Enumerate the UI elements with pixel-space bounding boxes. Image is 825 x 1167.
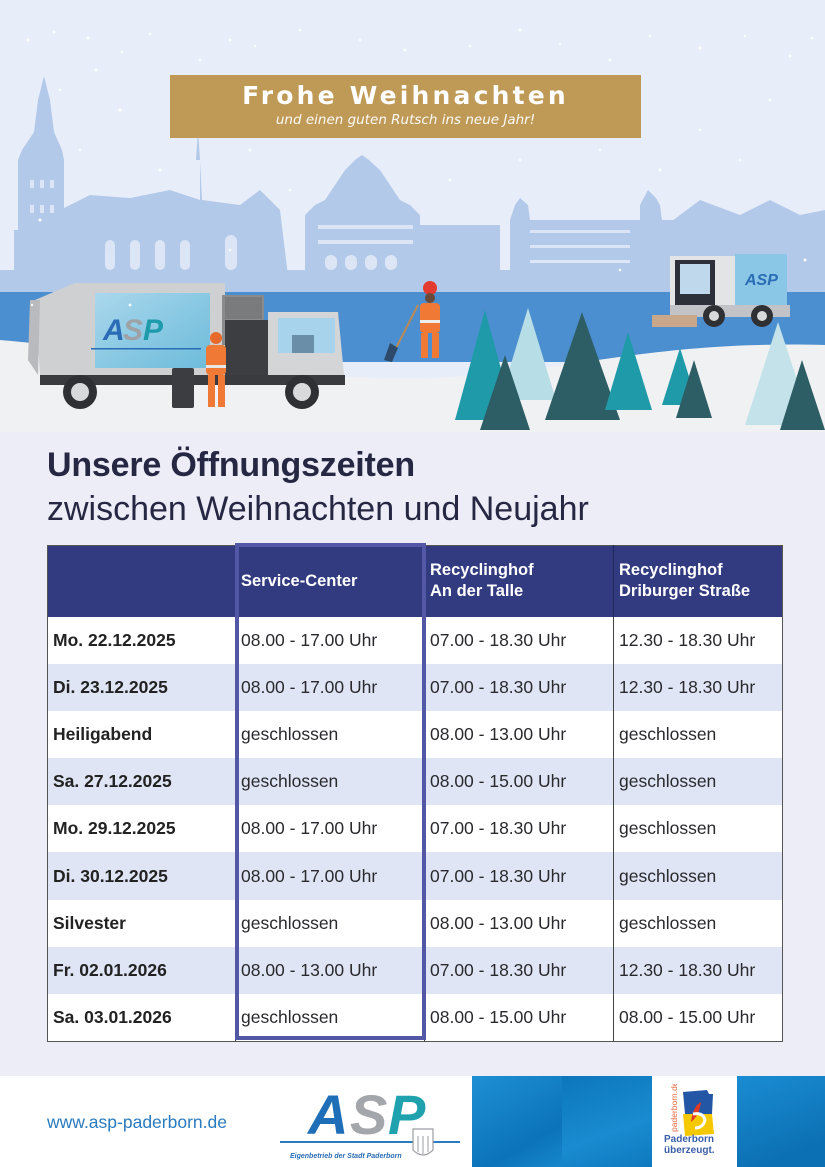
- svg-text:S: S: [123, 314, 143, 347]
- opening-hours-table: Service-Center Recyclinghof An der Talle…: [47, 545, 783, 1042]
- cell-service-center: 08.00 - 17.00 Uhr: [235, 663, 425, 711]
- table-row: Silvester geschlossen 08.00 - 13.00 Uhr …: [47, 899, 783, 947]
- table-row: Di. 30.12.2025 08.00 - 17.00 Uhr 07.00 -…: [47, 852, 783, 900]
- cell-driburger-strasse: geschlossen: [613, 758, 783, 806]
- cell-an-der-talle: 08.00 - 13.00 Uhr: [424, 710, 614, 759]
- header-day: [47, 545, 236, 617]
- blue-tile: [562, 1076, 652, 1167]
- cell-day: Silvester: [47, 899, 236, 947]
- pine-trees-icon: [455, 308, 825, 430]
- cell-day: Di. 30.12.2025: [47, 852, 236, 900]
- paderborn-slogan: Paderborn überzeugt.: [664, 1134, 715, 1156]
- header-recyclinghof-an-der-talle: Recyclinghof An der Talle: [424, 545, 614, 617]
- cell-service-center: geschlossen: [235, 758, 425, 806]
- garbage-truck-icon: A S P: [28, 283, 345, 409]
- cell-an-der-talle: 07.00 - 18.30 Uhr: [424, 946, 614, 994]
- cell-service-center: 08.00 - 17.00 Uhr: [235, 852, 425, 900]
- cell-driburger-strasse: geschlossen: [613, 710, 783, 759]
- page-heading: Unsere Öffnungszeiten zwischen Weihnacht…: [47, 445, 589, 530]
- svg-text:P: P: [143, 314, 164, 347]
- greeting-subtitle: und einen guten Rutsch ins neue Jahr!: [275, 112, 536, 128]
- hero-illustration: A S P: [0, 0, 825, 432]
- header-service-center: Service-Center: [235, 545, 425, 617]
- cell-an-der-talle: 08.00 - 15.00 Uhr: [424, 758, 614, 806]
- header-line: Recyclinghof: [619, 561, 723, 580]
- asp-logo-icon: A S P Eigenbetrieb der Stadt Paderborn: [280, 1084, 460, 1160]
- cell-driburger-strasse: 08.00 - 15.00 Uhr: [613, 994, 783, 1042]
- header-line: Recyclinghof: [430, 561, 534, 580]
- table-row: Sa. 27.12.2025 geschlossen 08.00 - 15.00…: [47, 758, 783, 806]
- cell-service-center: 08.00 - 17.00 Uhr: [235, 805, 425, 853]
- street-sweeper-icon: ASP: [652, 254, 790, 327]
- blue-tile: [737, 1076, 825, 1167]
- page-subtitle: zwischen Weihnachten und Neujahr: [47, 490, 589, 528]
- cell-driburger-strasse: 12.30 - 18.30 Uhr: [613, 616, 783, 664]
- cell-an-der-talle: 07.00 - 18.30 Uhr: [424, 805, 614, 853]
- table-row: Sa. 03.01.2026 geschlossen 08.00 - 15.00…: [47, 994, 783, 1042]
- table-row: Heiligabend geschlossen 08.00 - 13.00 Uh…: [47, 710, 783, 759]
- page-title: Unsere Öffnungszeiten: [47, 446, 415, 484]
- cell-an-der-talle: 08.00 - 13.00 Uhr: [424, 899, 614, 947]
- paderborn-logo-icon: paderborn.de: [669, 1084, 714, 1136]
- cell-an-der-talle: 07.00 - 18.30 Uhr: [424, 616, 614, 664]
- blue-tile: [472, 1076, 562, 1167]
- cell-day: Mo. 22.12.2025: [47, 616, 236, 664]
- cell-an-der-talle: 08.00 - 15.00 Uhr: [424, 994, 614, 1042]
- greeting-banner: Frohe Weihnachten und einen guten Rutsch…: [170, 75, 641, 138]
- cell-service-center: 08.00 - 17.00 Uhr: [235, 616, 425, 664]
- paderborn-slogan-line: Paderborn: [664, 1134, 715, 1145]
- cell-driburger-strasse: 12.30 - 18.30 Uhr: [613, 946, 783, 994]
- sweeper-worker-icon: [384, 281, 440, 362]
- paderborn-slogan-line: überzeugt.: [664, 1145, 715, 1156]
- cell-day: Sa. 03.01.2026: [47, 994, 236, 1042]
- cell-day: Sa. 27.12.2025: [47, 758, 236, 806]
- paderborn-logo-tile: paderborn.de Paderborn überzeugt.: [652, 1076, 737, 1167]
- cell-an-der-talle: 07.00 - 18.30 Uhr: [424, 852, 614, 900]
- svg-text:Eigenbetrieb der Stadt Paderbo: Eigenbetrieb der Stadt Paderborn: [290, 1153, 402, 1160]
- footer: www.asp-paderborn.de A S P Eigenbetrieb …: [0, 1076, 825, 1167]
- table-row: Fr. 02.01.2026 08.00 - 13.00 Uhr 07.00 -…: [47, 946, 783, 994]
- cell-driburger-strasse: geschlossen: [613, 805, 783, 853]
- header-line: Driburger Straße: [619, 582, 751, 601]
- table-row: Mo. 22.12.2025 08.00 - 17.00 Uhr 07.00 -…: [47, 616, 783, 664]
- cell-service-center: geschlossen: [235, 899, 425, 947]
- svg-text:S: S: [350, 1084, 387, 1146]
- cell-driburger-strasse: 12.30 - 18.30 Uhr: [613, 663, 783, 711]
- svg-text:ASP: ASP: [744, 272, 778, 289]
- table-header-row: Service-Center Recyclinghof An der Talle…: [47, 545, 783, 617]
- snowflakes-icon: [26, 28, 814, 307]
- website-link[interactable]: www.asp-paderborn.de: [47, 1112, 227, 1132]
- opening-hours-table-container: Service-Center Recyclinghof An der Talle…: [47, 543, 783, 1042]
- header-recyclinghof-driburger-strasse: Recyclinghof Driburger Straße: [613, 545, 783, 617]
- cell-service-center: 08.00 - 13.00 Uhr: [235, 946, 425, 994]
- cell-an-der-talle: 07.00 - 18.30 Uhr: [424, 663, 614, 711]
- table-row: Di. 23.12.2025 08.00 - 17.00 Uhr 07.00 -…: [47, 663, 783, 711]
- cell-service-center: geschlossen: [235, 710, 425, 759]
- header-line: An der Talle: [430, 582, 524, 601]
- svg-text:paderborn.de: paderborn.de: [669, 1084, 679, 1132]
- cell-day: Mo. 29.12.2025: [47, 805, 236, 853]
- cell-driburger-strasse: geschlossen: [613, 852, 783, 900]
- svg-text:A: A: [306, 1084, 345, 1146]
- cell-service-center: geschlossen: [235, 994, 425, 1042]
- cell-driburger-strasse: geschlossen: [613, 899, 783, 947]
- cell-day: Fr. 02.01.2026: [47, 946, 236, 994]
- winter-cityscape-illustration: A S P: [0, 0, 825, 432]
- table-row: Mo. 29.12.2025 08.00 - 17.00 Uhr 07.00 -…: [47, 805, 783, 853]
- svg-text:A: A: [102, 314, 125, 347]
- cell-day: Di. 23.12.2025: [47, 663, 236, 711]
- greeting-title: Frohe Weihnachten: [242, 81, 569, 110]
- cell-day: Heiligabend: [47, 710, 236, 759]
